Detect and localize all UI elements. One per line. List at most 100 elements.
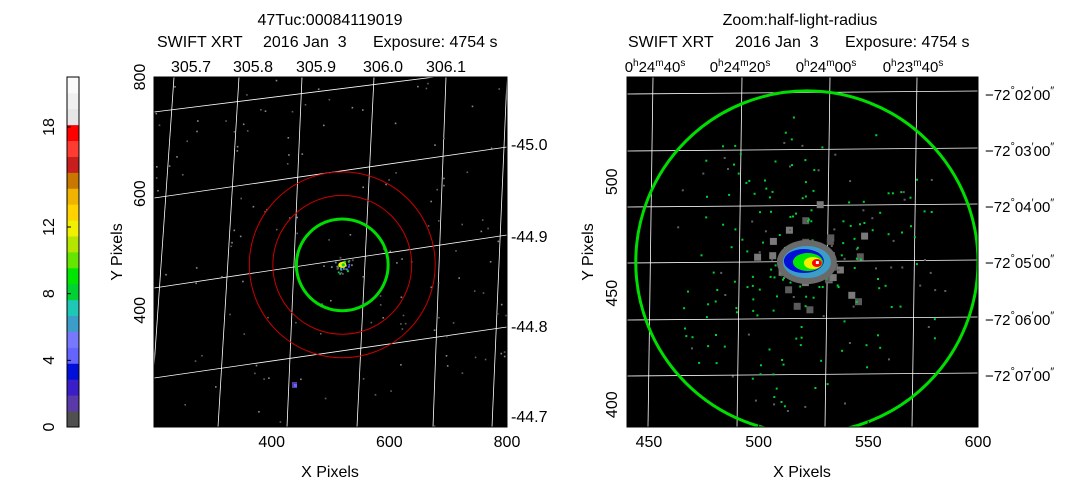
coordinate-grid-line — [627, 316, 978, 321]
left-image-panel: 400 600 800 400 600 800 305.7 305.8 305.9 306.0 30… — [109, 59, 548, 481]
source-event — [347, 260, 350, 263]
background-event — [400, 323, 402, 325]
count-pixel — [890, 266, 893, 269]
y-tick-label: 450 — [604, 280, 621, 307]
background-event — [168, 165, 171, 167]
background-event — [330, 299, 332, 302]
source-event — [342, 267, 345, 270]
count-pixel — [746, 286, 749, 289]
count-pixel — [848, 342, 851, 344]
background-event — [254, 372, 256, 375]
count-pixel — [735, 311, 738, 314]
background-event — [176, 156, 178, 158]
count-pixel — [758, 251, 761, 254]
count-pixel — [863, 222, 866, 224]
background-event — [425, 87, 428, 90]
coordinate-grid-line — [627, 90, 978, 95]
y-axis-label: Y Pixels — [580, 223, 597, 281]
colorbar-swatch — [67, 220, 79, 237]
count-pixel — [818, 286, 821, 288]
count-pixel — [775, 387, 778, 390]
coordinate-grid-line — [627, 147, 978, 152]
count-pixel — [768, 348, 771, 351]
count-pixel — [844, 402, 846, 405]
annulus-circle — [272, 194, 413, 335]
count-pixel — [855, 257, 858, 260]
source-event — [337, 271, 340, 274]
count-pixel — [812, 296, 815, 299]
count-pixel — [759, 211, 761, 214]
count-pixel — [795, 337, 798, 340]
background-event — [370, 321, 373, 324]
count-pixel — [741, 238, 744, 241]
left-subtitle-date: 2016 Jan 3 — [263, 34, 347, 51]
count-pixel — [754, 399, 757, 402]
background-event — [321, 303, 323, 305]
colorbar-swatch — [67, 299, 79, 317]
background-event — [258, 411, 260, 413]
top-tick-label: 0h23m40s — [883, 58, 944, 76]
x-tick-label: 450 — [636, 434, 663, 451]
count-pixel — [805, 295, 808, 298]
coordinate-grid-line — [627, 203, 978, 208]
count-pixel — [810, 220, 813, 223]
count-pixel — [789, 215, 792, 218]
count-pixel — [840, 254, 843, 257]
background-event — [291, 110, 294, 113]
count-pixel — [834, 153, 837, 156]
coordinate-grid-line — [154, 326, 507, 379]
count-pixel — [799, 285, 802, 288]
colorbar-swatch — [67, 204, 79, 221]
background-event — [182, 174, 184, 176]
count-pixel — [773, 396, 776, 398]
colorbar-swatch — [67, 267, 79, 285]
count-pixel — [716, 289, 719, 291]
background-event — [498, 88, 500, 90]
count-pixel — [833, 228, 836, 231]
count-pixel — [801, 197, 804, 200]
background-event — [288, 154, 290, 156]
count-pixel — [934, 289, 937, 292]
right-tick-label: −72°05′00″ — [985, 253, 1054, 272]
right-tick-label: −72°06′00″ — [985, 310, 1054, 329]
count-pixel — [901, 231, 903, 234]
count-pixel — [705, 216, 708, 219]
background-event — [264, 110, 267, 112]
count-pixel — [899, 305, 902, 308]
count-pixel — [879, 346, 882, 349]
count-pixel — [891, 192, 894, 195]
count-pixel — [747, 333, 750, 336]
background-event — [500, 352, 503, 355]
count-pixel — [877, 278, 879, 280]
right-tick-label: −72°03′00″ — [985, 141, 1054, 160]
background-event — [195, 282, 197, 285]
count-pixel — [853, 267, 856, 269]
x-tick-label: 400 — [258, 434, 285, 451]
background-event — [385, 183, 387, 186]
background-event — [252, 205, 255, 208]
background-event — [242, 123, 245, 126]
background-event — [466, 171, 469, 174]
count-pixel — [739, 153, 742, 156]
count-pixel — [813, 169, 816, 172]
background-event — [243, 333, 246, 335]
count-pixel — [789, 229, 791, 231]
source-event — [344, 268, 346, 270]
count-pixel — [722, 223, 725, 226]
background-event — [267, 316, 269, 319]
background-event — [323, 124, 325, 127]
right-subtitle-instrument: SWIFT XRT — [628, 34, 714, 51]
count-pixel — [830, 245, 833, 247]
background-event — [446, 365, 449, 367]
background-event — [236, 145, 239, 148]
count-pixel — [684, 327, 686, 330]
coordinate-grid-line — [154, 234, 507, 289]
count-pixel — [751, 275, 754, 278]
background-event — [482, 292, 485, 294]
background-event — [196, 130, 198, 133]
grey-pixel-block — [816, 201, 824, 209]
right-tick-label: -44.7 — [511, 409, 548, 426]
count-pixel — [700, 254, 703, 257]
count-pixel — [944, 290, 947, 292]
